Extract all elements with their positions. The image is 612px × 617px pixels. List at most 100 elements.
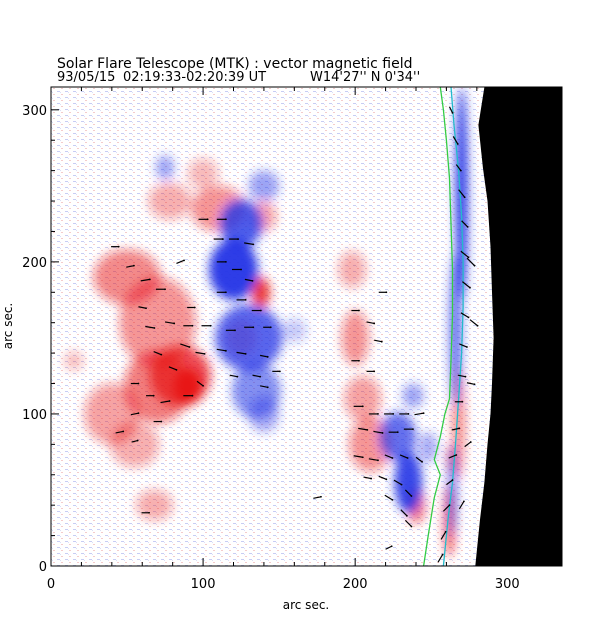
field-arrow-8 <box>164 321 175 325</box>
field-arrow-tip-61 <box>361 456 364 459</box>
field-arrow-44 <box>259 385 268 388</box>
positive-region-15 <box>338 251 366 288</box>
field-arrow-tip-14 <box>168 400 171 402</box>
field-arrow-67 <box>378 475 387 480</box>
field-arrow-tip-75 <box>451 111 454 114</box>
y-tick-label-3: 300 <box>22 104 47 119</box>
field-arrow-92 <box>466 257 475 267</box>
y-axis: 0 100 200 300 <box>22 104 562 575</box>
field-arrow-tip-23 <box>224 218 227 221</box>
field-arrow-96 <box>437 554 444 563</box>
field-arrow-tip-34 <box>209 324 212 327</box>
field-arrow-tip-39 <box>224 349 227 352</box>
chart-time-range: 02:19:33-02:20:39 UT <box>123 70 266 85</box>
x-tick-label-1: 100 <box>191 577 216 592</box>
field-arrow-tip-74 <box>390 545 393 548</box>
field-arrow-tip-86 <box>458 427 461 430</box>
field-arrow-tip-76 <box>456 143 459 145</box>
field-arrow-38 <box>195 351 205 355</box>
positive-region-11 <box>187 158 219 189</box>
field-arrow-tip-32 <box>259 309 262 312</box>
field-arrow-9 <box>180 343 190 348</box>
y-tick-label-0: 0 <box>39 560 47 575</box>
field-arrow-42 <box>229 374 238 378</box>
field-arrow-tip-30 <box>224 291 227 294</box>
field-arrow-90 <box>440 531 447 540</box>
field-arrow-78 <box>458 189 466 198</box>
field-arrow-18 <box>115 430 124 434</box>
field-arrow-tip-57 <box>381 432 384 434</box>
positive-region-12 <box>136 489 173 521</box>
negative-region-6 <box>394 451 423 513</box>
field-arrow-1 <box>126 265 135 268</box>
field-arrow-48 <box>374 339 382 343</box>
field-arrow-tip-2 <box>148 278 151 281</box>
field-arrow-66 <box>363 476 372 480</box>
field-arrow-tip-84 <box>464 375 467 378</box>
field-arrow-tip-38 <box>203 352 206 355</box>
negative-region-11 <box>282 318 307 343</box>
field-arrow-84 <box>457 374 466 378</box>
field-arrow-tip-41 <box>266 356 269 358</box>
field-arrow-tip-89 <box>448 504 451 507</box>
field-arrow-62 <box>368 458 379 461</box>
field-arrow-tip-35 <box>234 329 236 332</box>
transverse-field-arrows <box>111 106 479 563</box>
field-arrow-tip-29 <box>251 279 254 282</box>
field-arrow-41 <box>259 354 268 358</box>
field-arrow-76 <box>452 136 459 145</box>
field-arrow-tip-27 <box>224 260 227 263</box>
field-arrow-tip-79 <box>466 225 469 228</box>
field-arrow-6 <box>138 306 147 309</box>
field-arrow-69 <box>404 489 412 497</box>
field-arrow-tip-62 <box>377 459 379 462</box>
field-arrow-tip-13 <box>152 394 155 397</box>
field-arrow-tip-50 <box>358 359 360 362</box>
field-arrow-tip-37 <box>269 326 272 329</box>
positive-region-14 <box>341 310 369 366</box>
field-arrow-tip-91 <box>463 500 465 503</box>
field-arrow-91 <box>458 501 465 510</box>
plot-frame <box>50 86 563 567</box>
cyan-contour <box>442 87 464 566</box>
field-arrow-tip-93 <box>476 324 479 327</box>
polarity-regions <box>64 87 468 557</box>
field-arrow-tip-4 <box>183 259 185 262</box>
field-arrow-61 <box>353 455 363 458</box>
field-arrow-82 <box>460 312 469 318</box>
field-arrow-71 <box>400 509 408 517</box>
field-arrow-tip-10 <box>160 353 163 356</box>
field-arrow-tip-45 <box>278 370 281 373</box>
field-arrow-tip-46 <box>358 309 360 312</box>
field-arrow-29 <box>244 278 253 282</box>
field-arrow-tip-72 <box>410 525 413 528</box>
field-arrow-tip-9 <box>188 346 191 348</box>
positive-region-18 <box>64 351 83 370</box>
field-arrow-tip-25 <box>237 238 239 240</box>
field-arrow-tip-67 <box>385 478 388 481</box>
chart-date: 93/05/15 <box>57 70 115 85</box>
field-arrow-tip-49 <box>385 291 388 294</box>
negative-region-9 <box>419 432 438 463</box>
x-tick-label-2: 200 <box>343 577 368 592</box>
field-arrow-tip-5 <box>193 306 196 309</box>
off-limb-region <box>475 87 562 566</box>
y-tick-label-2: 200 <box>22 256 47 271</box>
field-arrow-80 <box>460 250 469 258</box>
field-arrow-94 <box>466 382 475 385</box>
field-arrow-43 <box>252 374 261 378</box>
negative-region-8 <box>402 383 424 408</box>
field-arrow-tip-31 <box>244 298 247 301</box>
field-arrow-tip-53 <box>377 413 379 415</box>
chart-heliographic-position: W14'27'' N 0'34'' <box>310 70 420 85</box>
field-arrow-tip-20 <box>148 511 150 514</box>
field-arrow-tip-44 <box>266 386 269 389</box>
field-arrow-95 <box>464 441 472 448</box>
positive-region-9 <box>251 277 270 308</box>
field-arrow-tip-68 <box>400 483 403 486</box>
field-arrow-tip-88 <box>451 479 454 481</box>
negative-region-5 <box>248 170 280 202</box>
field-arrow-21 <box>196 380 204 387</box>
field-arrow-tip-96 <box>441 553 444 556</box>
